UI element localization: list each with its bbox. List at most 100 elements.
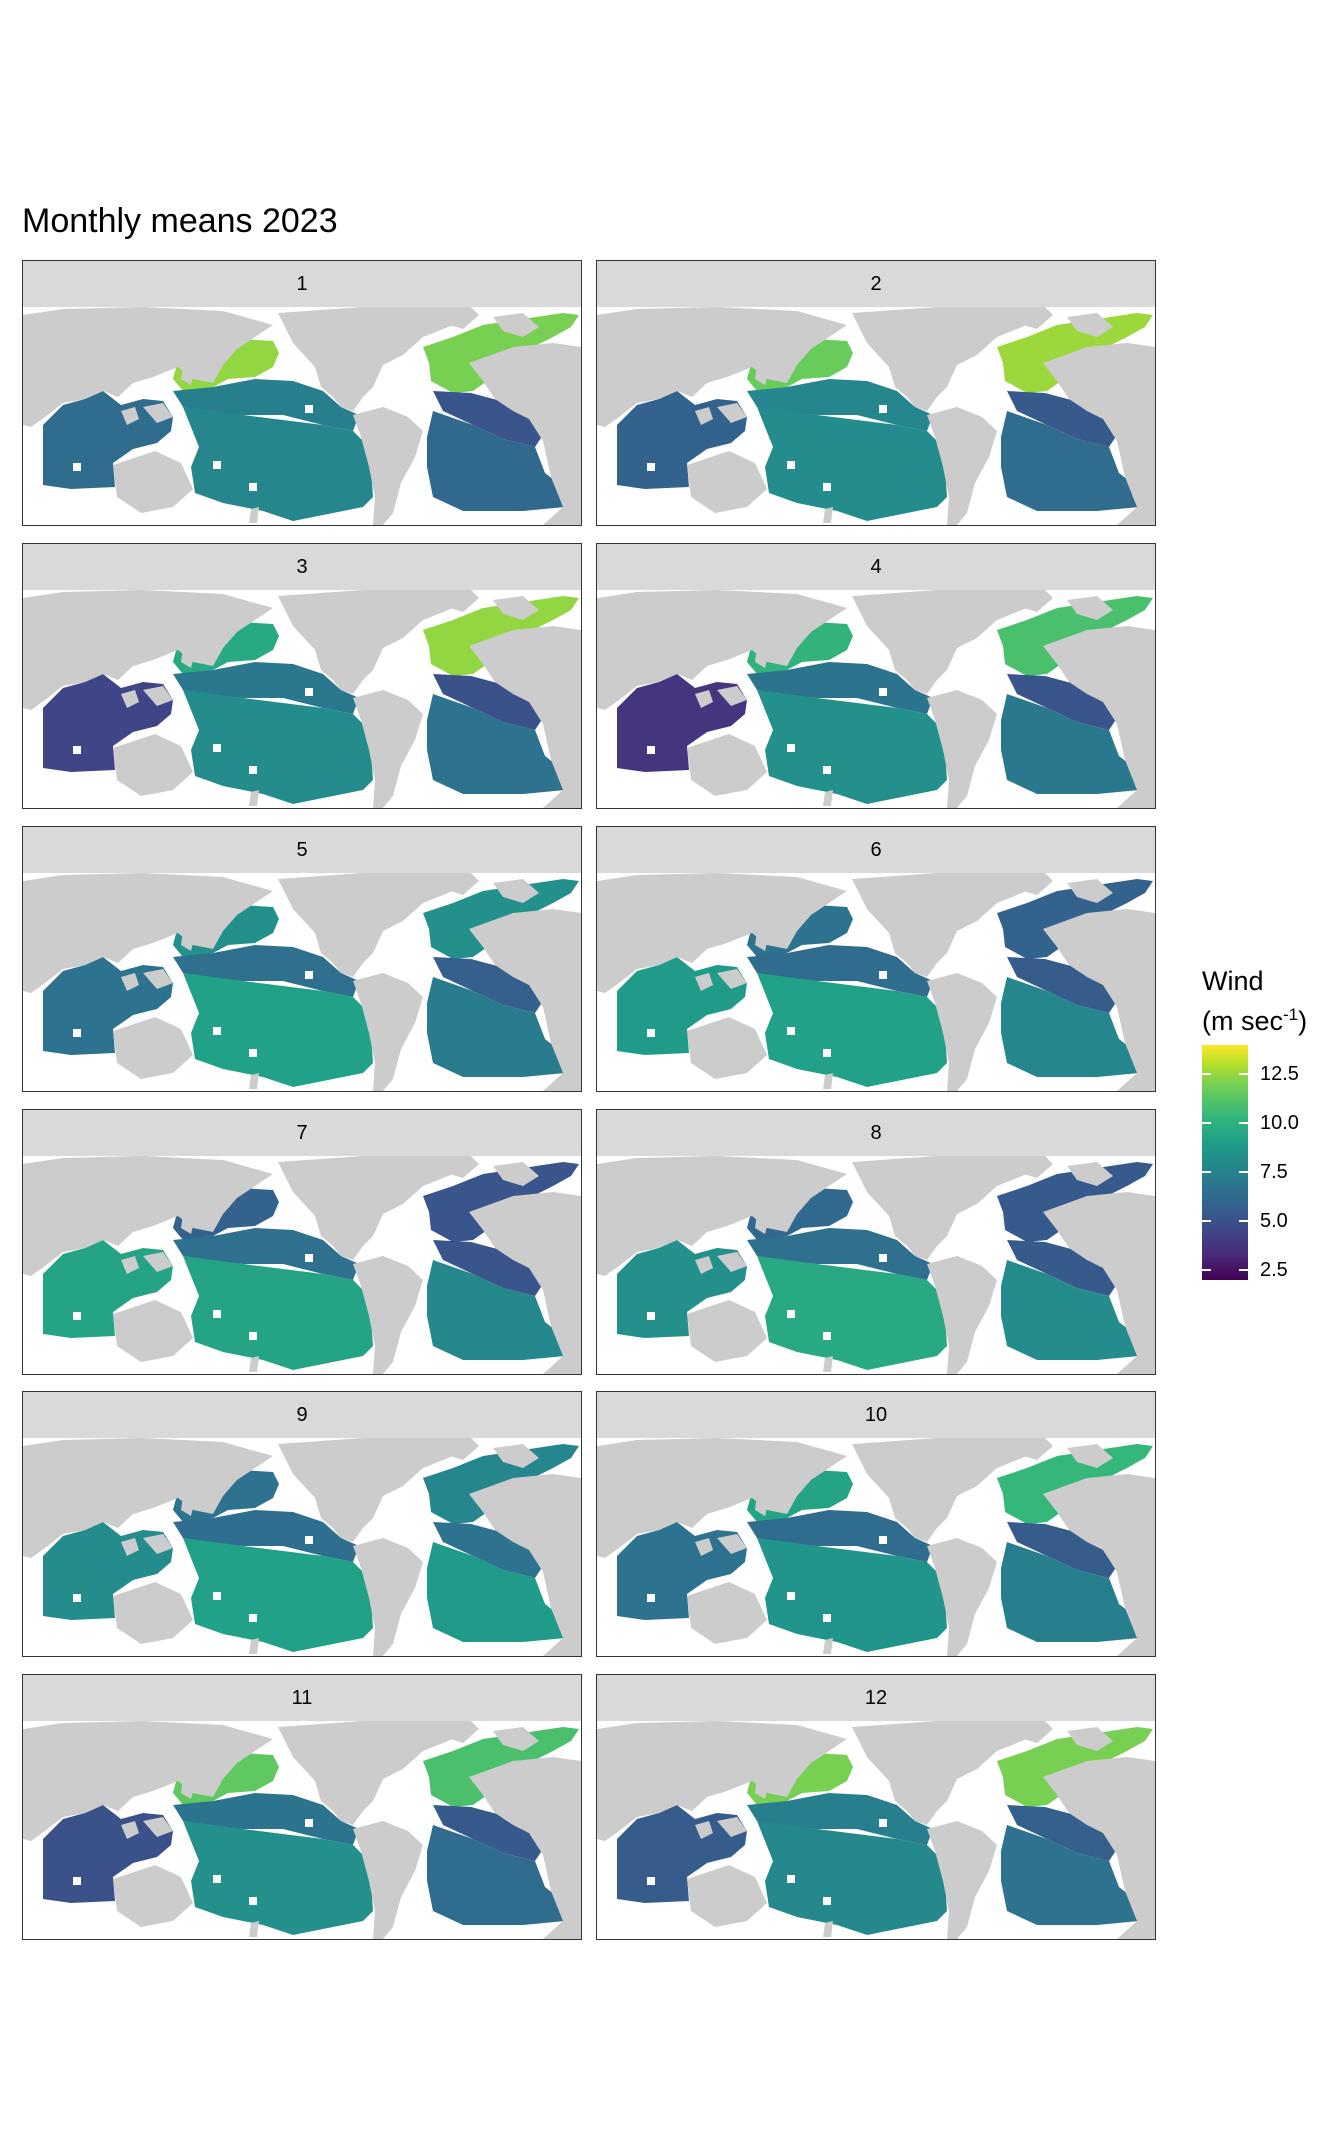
- land-mass: [823, 1073, 833, 1089]
- missing-cell: [305, 1254, 313, 1262]
- missing-cell: [879, 1536, 887, 1544]
- wind-field-tropical-atlantic: [433, 1240, 543, 1296]
- missing-cell: [305, 1819, 313, 1827]
- land-mass: [113, 1017, 193, 1079]
- land-mass: [353, 1256, 423, 1374]
- land-mass: [121, 1538, 139, 1556]
- missing-cell: [213, 1027, 221, 1035]
- wind-field-south-atlantic: [1001, 1542, 1139, 1642]
- land-mass: [249, 1638, 259, 1654]
- land-mass: [469, 343, 581, 525]
- land-mass: [852, 873, 1037, 977]
- land-mass: [23, 590, 273, 710]
- wind-map: [22, 1156, 582, 1375]
- land-mass: [493, 1162, 539, 1186]
- land-mass: [823, 1638, 833, 1654]
- wind-field-south-pacific: [183, 1256, 373, 1370]
- land-mass: [823, 1356, 833, 1372]
- wind-field-south-atlantic: [427, 694, 565, 794]
- land-mass: [1067, 596, 1113, 620]
- legend-tick-mark: [1202, 1171, 1211, 1174]
- wind-field-tropical-atlantic: [433, 391, 543, 447]
- land-mass: [23, 873, 273, 993]
- land-mass: [852, 1438, 1037, 1542]
- wind-field-tropical-atlantic: [1007, 1522, 1117, 1578]
- missing-cell: [305, 688, 313, 696]
- missing-cell: [787, 1027, 795, 1035]
- wind-map: [596, 873, 1156, 1092]
- land-mass: [278, 307, 463, 411]
- land-mass: [121, 973, 139, 991]
- land-mass: [23, 1438, 273, 1558]
- land-mass: [1043, 343, 1155, 525]
- land-mass: [278, 1156, 463, 1260]
- wind-field-south-pacific: [757, 1821, 947, 1935]
- wind-field-tropical-atlantic: [1007, 1805, 1117, 1861]
- wind-field-tropical-pacific: [747, 1228, 933, 1280]
- land-mass: [1043, 626, 1155, 808]
- land-mass: [823, 1921, 833, 1937]
- legend-tick-label: 12.5: [1260, 1063, 1299, 1086]
- land-mass: [23, 1156, 273, 1276]
- land-mass: [143, 1817, 173, 1837]
- missing-cell: [213, 461, 221, 469]
- missing-cell: [823, 1897, 831, 1905]
- land-mass: [469, 1757, 581, 1939]
- missing-cell: [879, 688, 887, 696]
- legend-tick-label: 2.5: [1260, 1259, 1288, 1282]
- land-mass: [121, 690, 139, 708]
- land-mass: [852, 1721, 1037, 1825]
- facet-strip-label: 12: [596, 1674, 1156, 1722]
- wind-field-tropical-pacific: [747, 945, 933, 997]
- legend-tick-mark: [1239, 1073, 1248, 1076]
- wind-map: [22, 1721, 582, 1940]
- missing-cell: [647, 1877, 655, 1885]
- land-mass: [852, 307, 1037, 411]
- land-mass: [181, 1496, 195, 1516]
- land-mass: [1067, 1162, 1113, 1186]
- wind-field-south-atlantic: [427, 1825, 565, 1925]
- land-mass: [249, 790, 259, 806]
- land-mass: [121, 407, 139, 425]
- wind-field-tropical-pacific: [747, 1510, 933, 1562]
- land-mass: [717, 1252, 747, 1272]
- wind-field-south-pacific: [183, 973, 373, 1087]
- land-mass: [597, 873, 847, 993]
- land-mass: [597, 1438, 847, 1558]
- facet-panel-month-2: 2: [596, 260, 1156, 527]
- land-mass: [597, 1156, 847, 1276]
- legend-tick-mark: [1239, 1171, 1248, 1174]
- missing-cell: [823, 1614, 831, 1622]
- colorbar: [1202, 1045, 1248, 1280]
- wind-field-tropical-atlantic: [1007, 957, 1117, 1013]
- land-mass: [143, 1534, 173, 1554]
- land-mass: [927, 1538, 997, 1656]
- wind-field-tropical-atlantic: [1007, 674, 1117, 730]
- missing-cell: [73, 1877, 81, 1885]
- land-mass: [695, 1821, 713, 1839]
- missing-cell: [823, 1332, 831, 1340]
- wind-field-tropical-pacific: [173, 1510, 359, 1562]
- wind-map: [22, 873, 582, 1092]
- land-mass: [23, 1721, 273, 1841]
- land-mass: [717, 969, 747, 989]
- land-mass: [23, 307, 273, 427]
- land-mass: [249, 1356, 259, 1372]
- missing-cell: [305, 405, 313, 413]
- land-mass: [852, 590, 1037, 694]
- land-mass: [1043, 1192, 1155, 1374]
- land-mass: [1001, 307, 1053, 329]
- wind-map: [596, 1438, 1156, 1657]
- land-mass: [469, 1192, 581, 1374]
- wind-field-tropical-atlantic: [1007, 1240, 1117, 1296]
- wind-map: [596, 1156, 1156, 1375]
- wind-field-south-pacific: [757, 973, 947, 1087]
- land-mass: [143, 1252, 173, 1272]
- land-mass: [1001, 1721, 1053, 1743]
- wind-field-south-atlantic: [1001, 1825, 1139, 1925]
- legend-tick-mark: [1202, 1122, 1211, 1125]
- wind-field-south-pacific: [183, 690, 373, 804]
- land-mass: [493, 1727, 539, 1751]
- missing-cell: [647, 1312, 655, 1320]
- facet-panel-month-9: 9: [22, 1391, 582, 1658]
